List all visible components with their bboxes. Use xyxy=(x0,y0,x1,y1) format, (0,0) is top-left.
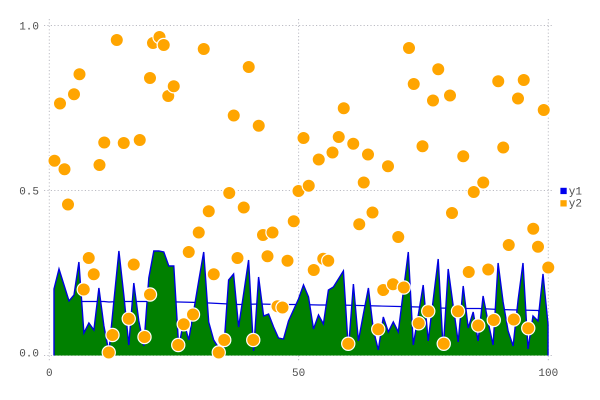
svg-text:0: 0 xyxy=(46,368,53,380)
svg-text:100: 100 xyxy=(538,368,558,380)
svg-text:y2: y2 xyxy=(569,199,582,211)
svg-text:0.5: 0.5 xyxy=(19,187,39,199)
svg-text:y1: y1 xyxy=(569,186,583,198)
svg-text:0.0: 0.0 xyxy=(19,349,39,361)
svg-text:1.0: 1.0 xyxy=(19,22,39,34)
svg-text:50: 50 xyxy=(292,368,305,380)
